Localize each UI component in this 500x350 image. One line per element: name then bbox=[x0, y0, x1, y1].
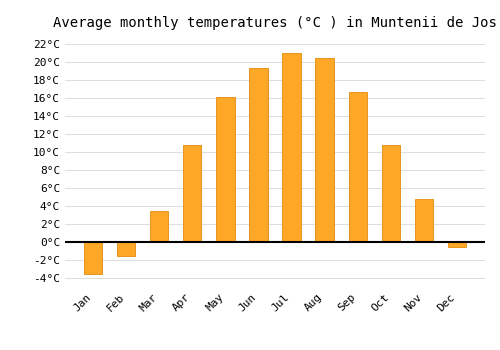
Bar bbox=[348, 92, 366, 242]
Bar bbox=[414, 199, 433, 242]
Bar bbox=[316, 57, 334, 242]
Bar bbox=[250, 68, 268, 242]
Bar bbox=[150, 210, 169, 242]
Bar bbox=[84, 242, 102, 273]
Bar bbox=[117, 242, 136, 256]
Bar bbox=[382, 145, 400, 242]
Title: Average monthly temperatures (°C ) in Muntenii de Jos: Average monthly temperatures (°C ) in Mu… bbox=[53, 16, 497, 30]
Bar bbox=[448, 242, 466, 246]
Bar bbox=[184, 145, 202, 242]
Bar bbox=[216, 97, 234, 242]
Bar bbox=[282, 53, 300, 242]
